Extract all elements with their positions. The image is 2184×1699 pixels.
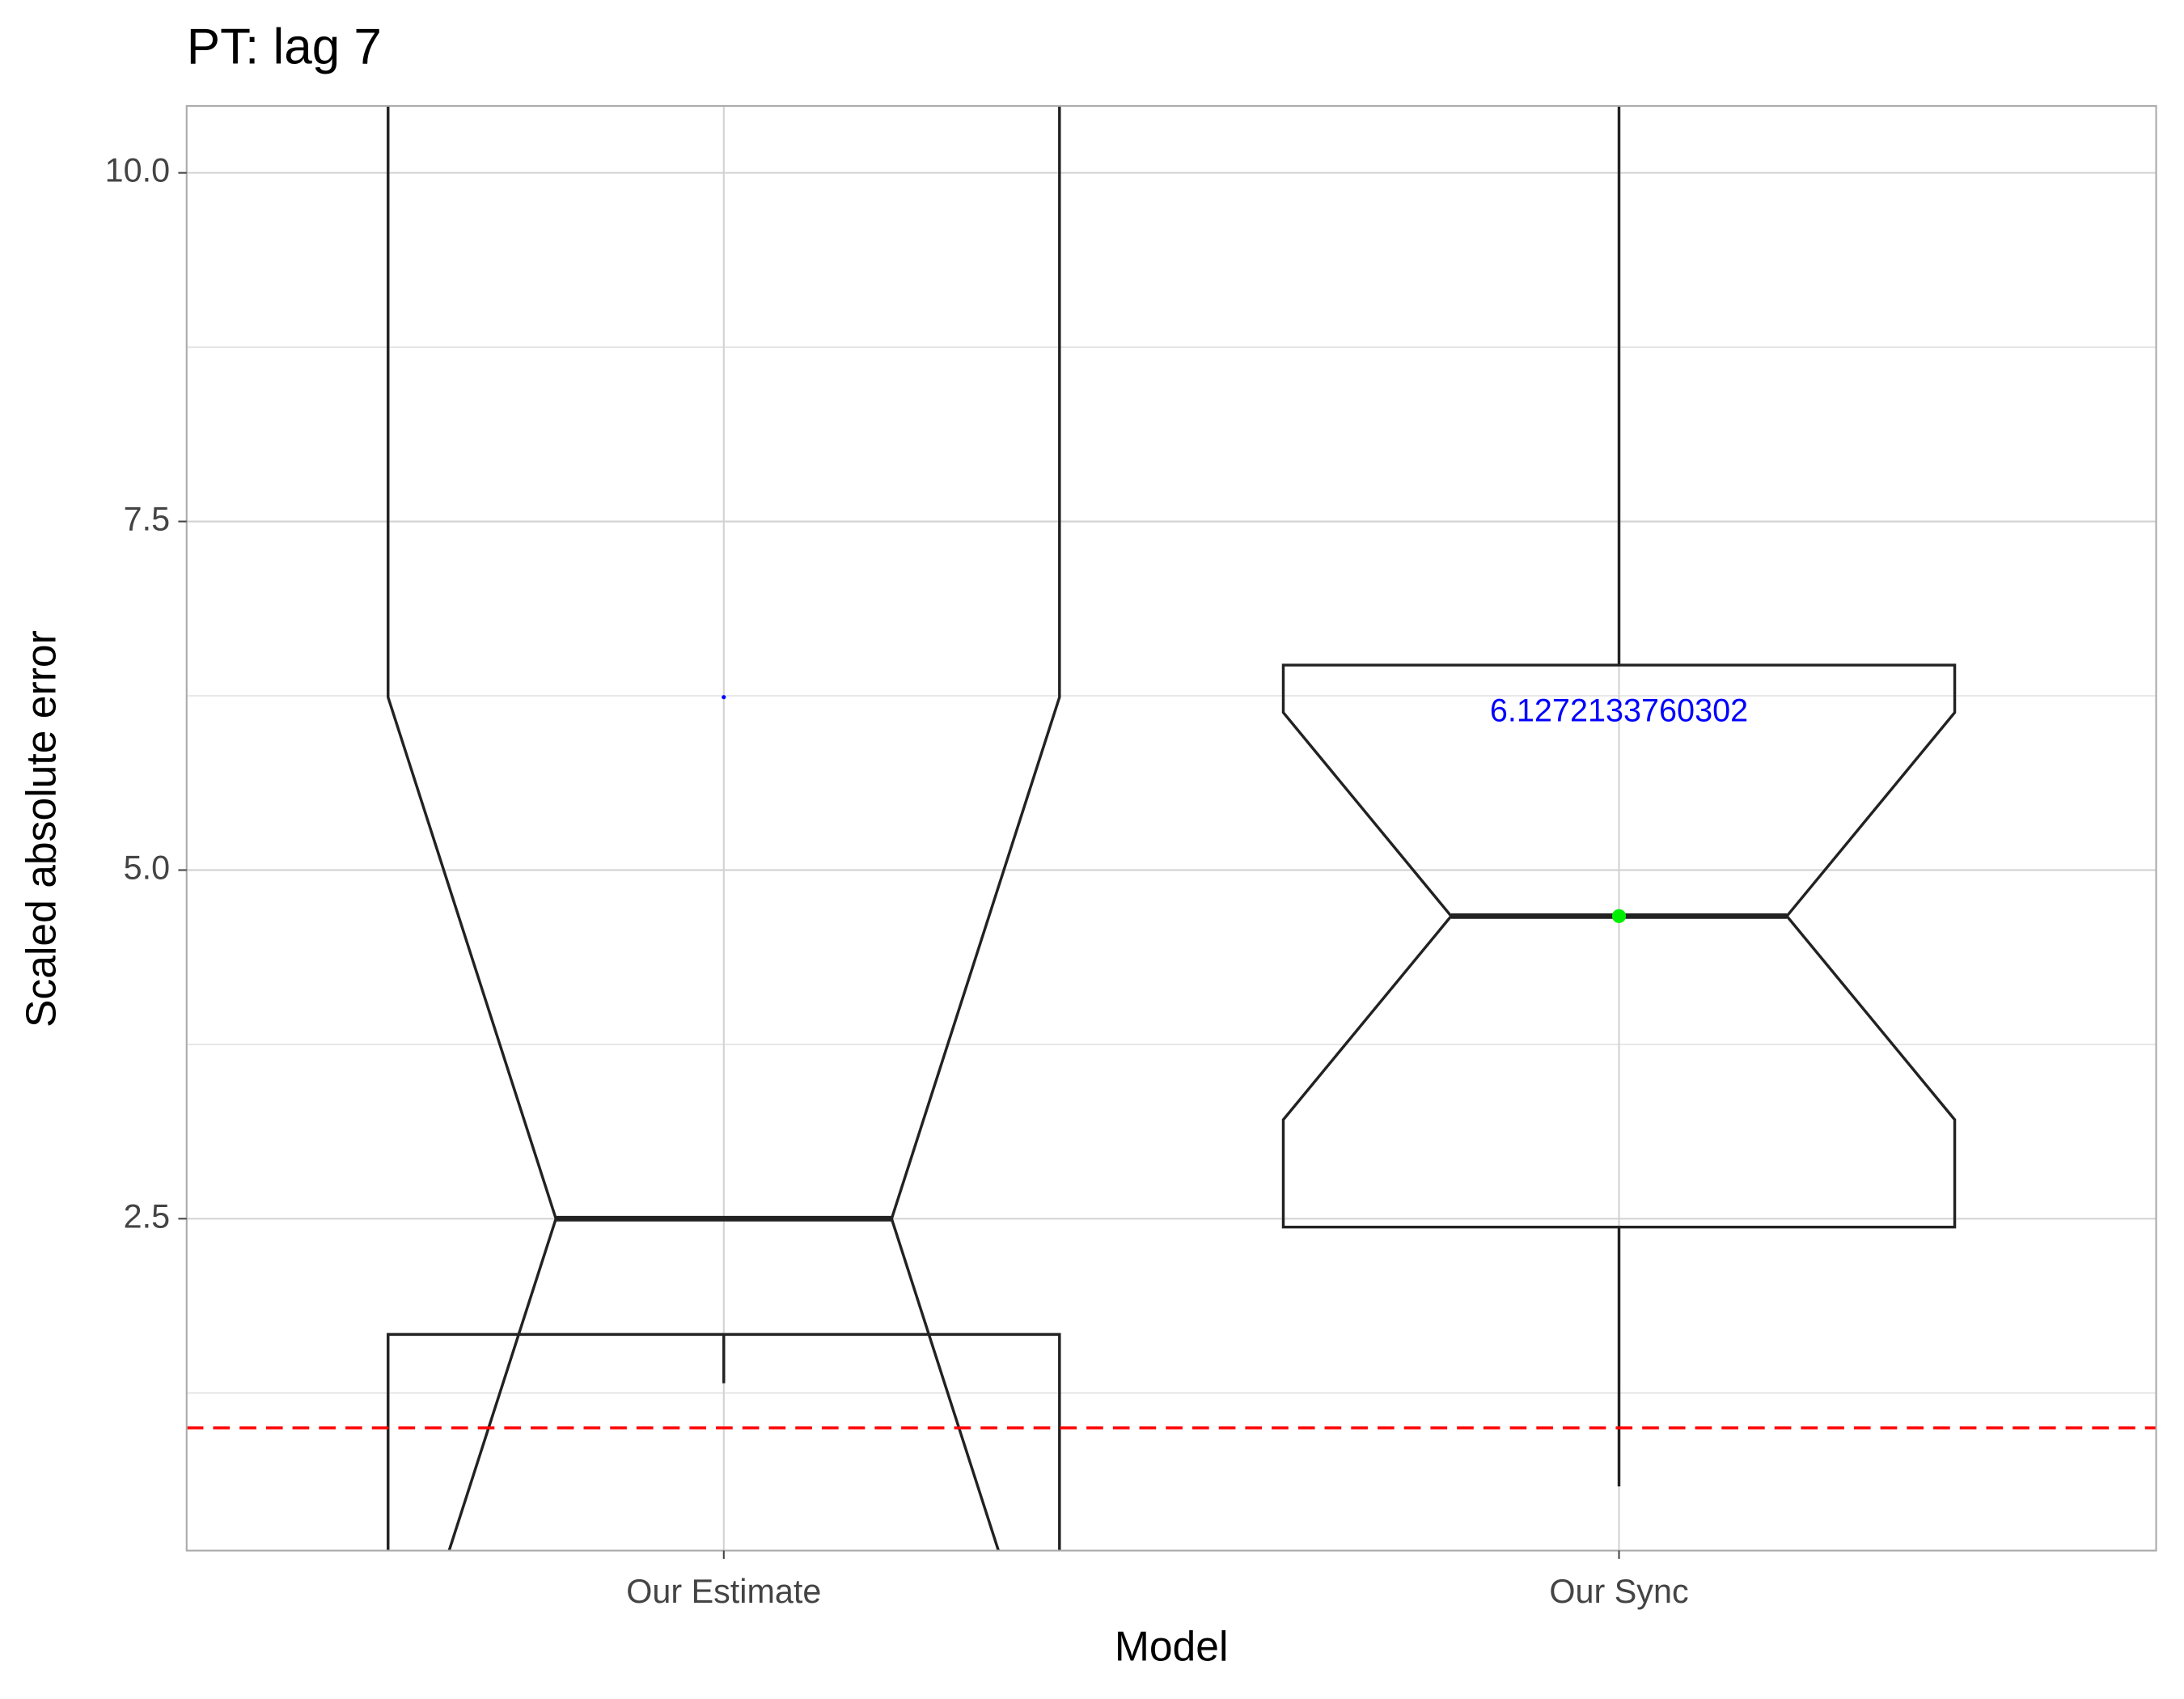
annotation: 6.1272133760302	[1490, 693, 1748, 729]
y-tick-label: 5.0	[124, 849, 170, 886]
mean-point	[1611, 909, 1627, 923]
x-tick-label: Our Sync	[1549, 1573, 1688, 1610]
mean-point	[722, 695, 726, 700]
y-tick-label: 7.5	[124, 500, 170, 537]
y-tick-label: 2.5	[124, 1197, 170, 1235]
y-axis-label: Scaled absolute error	[18, 630, 65, 1027]
plot-border	[185, 104, 2157, 1552]
y-tick-label: 10.0	[105, 152, 170, 189]
x-tick-label: Our Estimate	[626, 1573, 821, 1610]
chart-title: PT: lag 7	[187, 19, 382, 74]
x-axis-label: Model	[1115, 1622, 1229, 1669]
plot-marks	[186, 105, 2156, 1551]
box	[387, 105, 1061, 1551]
box	[1281, 663, 1957, 1229]
